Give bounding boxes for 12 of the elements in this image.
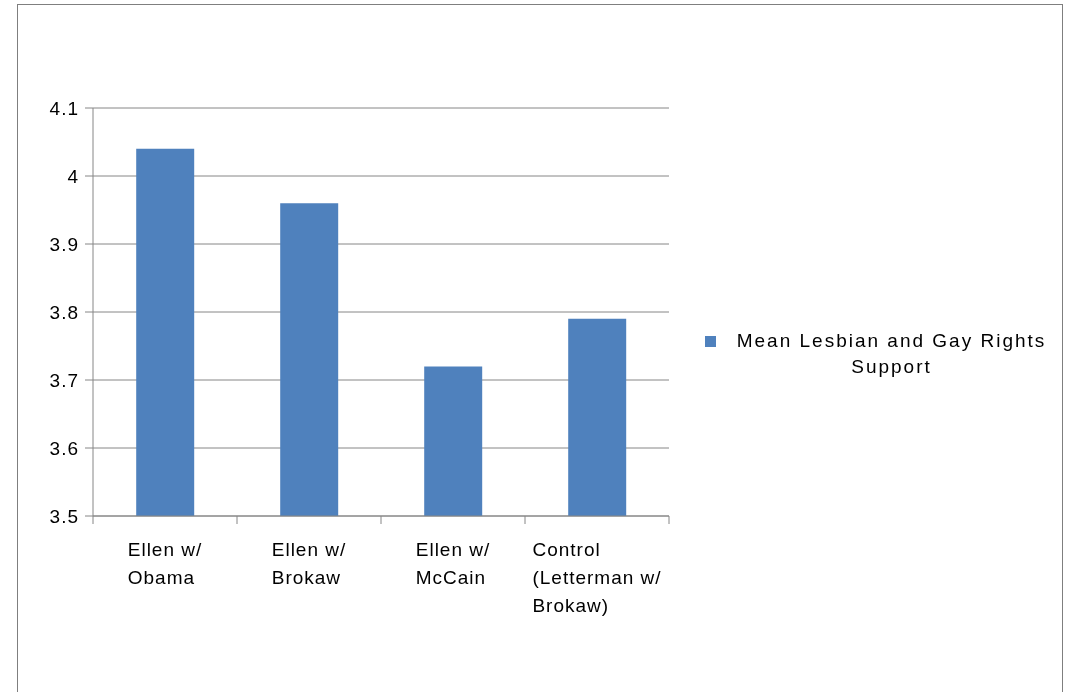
y-tick-label: 4 [67,165,79,187]
y-tick-label: 3.9 [49,233,79,255]
y-tick-label: 4.1 [49,97,79,119]
y-tick-label: 3.7 [49,369,79,391]
legend-label: Mean Lesbian and Gay Rights Support [735,329,1048,379]
y-tick-label: 3.6 [49,437,79,459]
y-tick-label: 3.5 [49,505,79,527]
x-tick-label: Ellen w/ McCain [415,539,491,588]
x-tick-label: Ellen w/ Brokaw [271,539,347,588]
y-tick-label: 3.8 [49,301,79,323]
x-tick-label: Ellen w/ Obama [127,539,203,588]
x-tick-label: Control (Letterman w/ Brokaw) [532,539,662,616]
